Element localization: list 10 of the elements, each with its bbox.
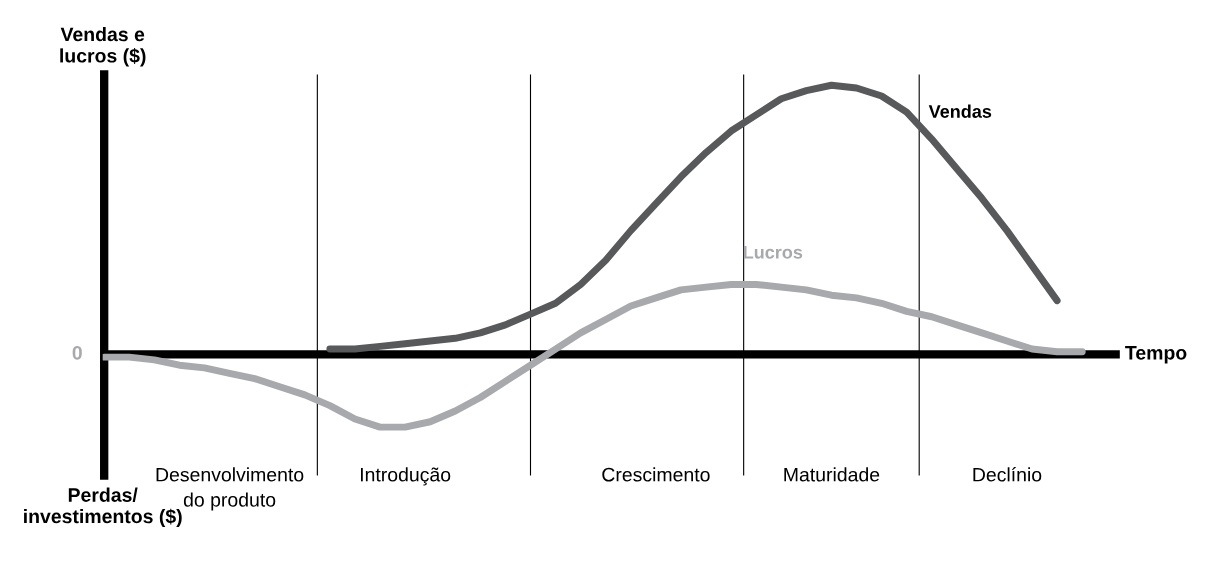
x-tick-label: Maturidade xyxy=(784,467,880,482)
y-axis-title: Vendas e lucros ($) xyxy=(60,26,146,67)
text: Perdas/ investimentos ($) xyxy=(24,487,182,528)
x-tick-label: Introdução xyxy=(360,467,451,486)
x-tick-label: Declínio xyxy=(973,467,1042,482)
x-axis-title: Tempo xyxy=(1125,346,1187,364)
series-label: Lucros xyxy=(743,246,803,259)
series-label: Vendas xyxy=(928,104,992,118)
x-tick-label: Crescimento xyxy=(602,467,710,482)
text: 0 xyxy=(72,345,82,360)
